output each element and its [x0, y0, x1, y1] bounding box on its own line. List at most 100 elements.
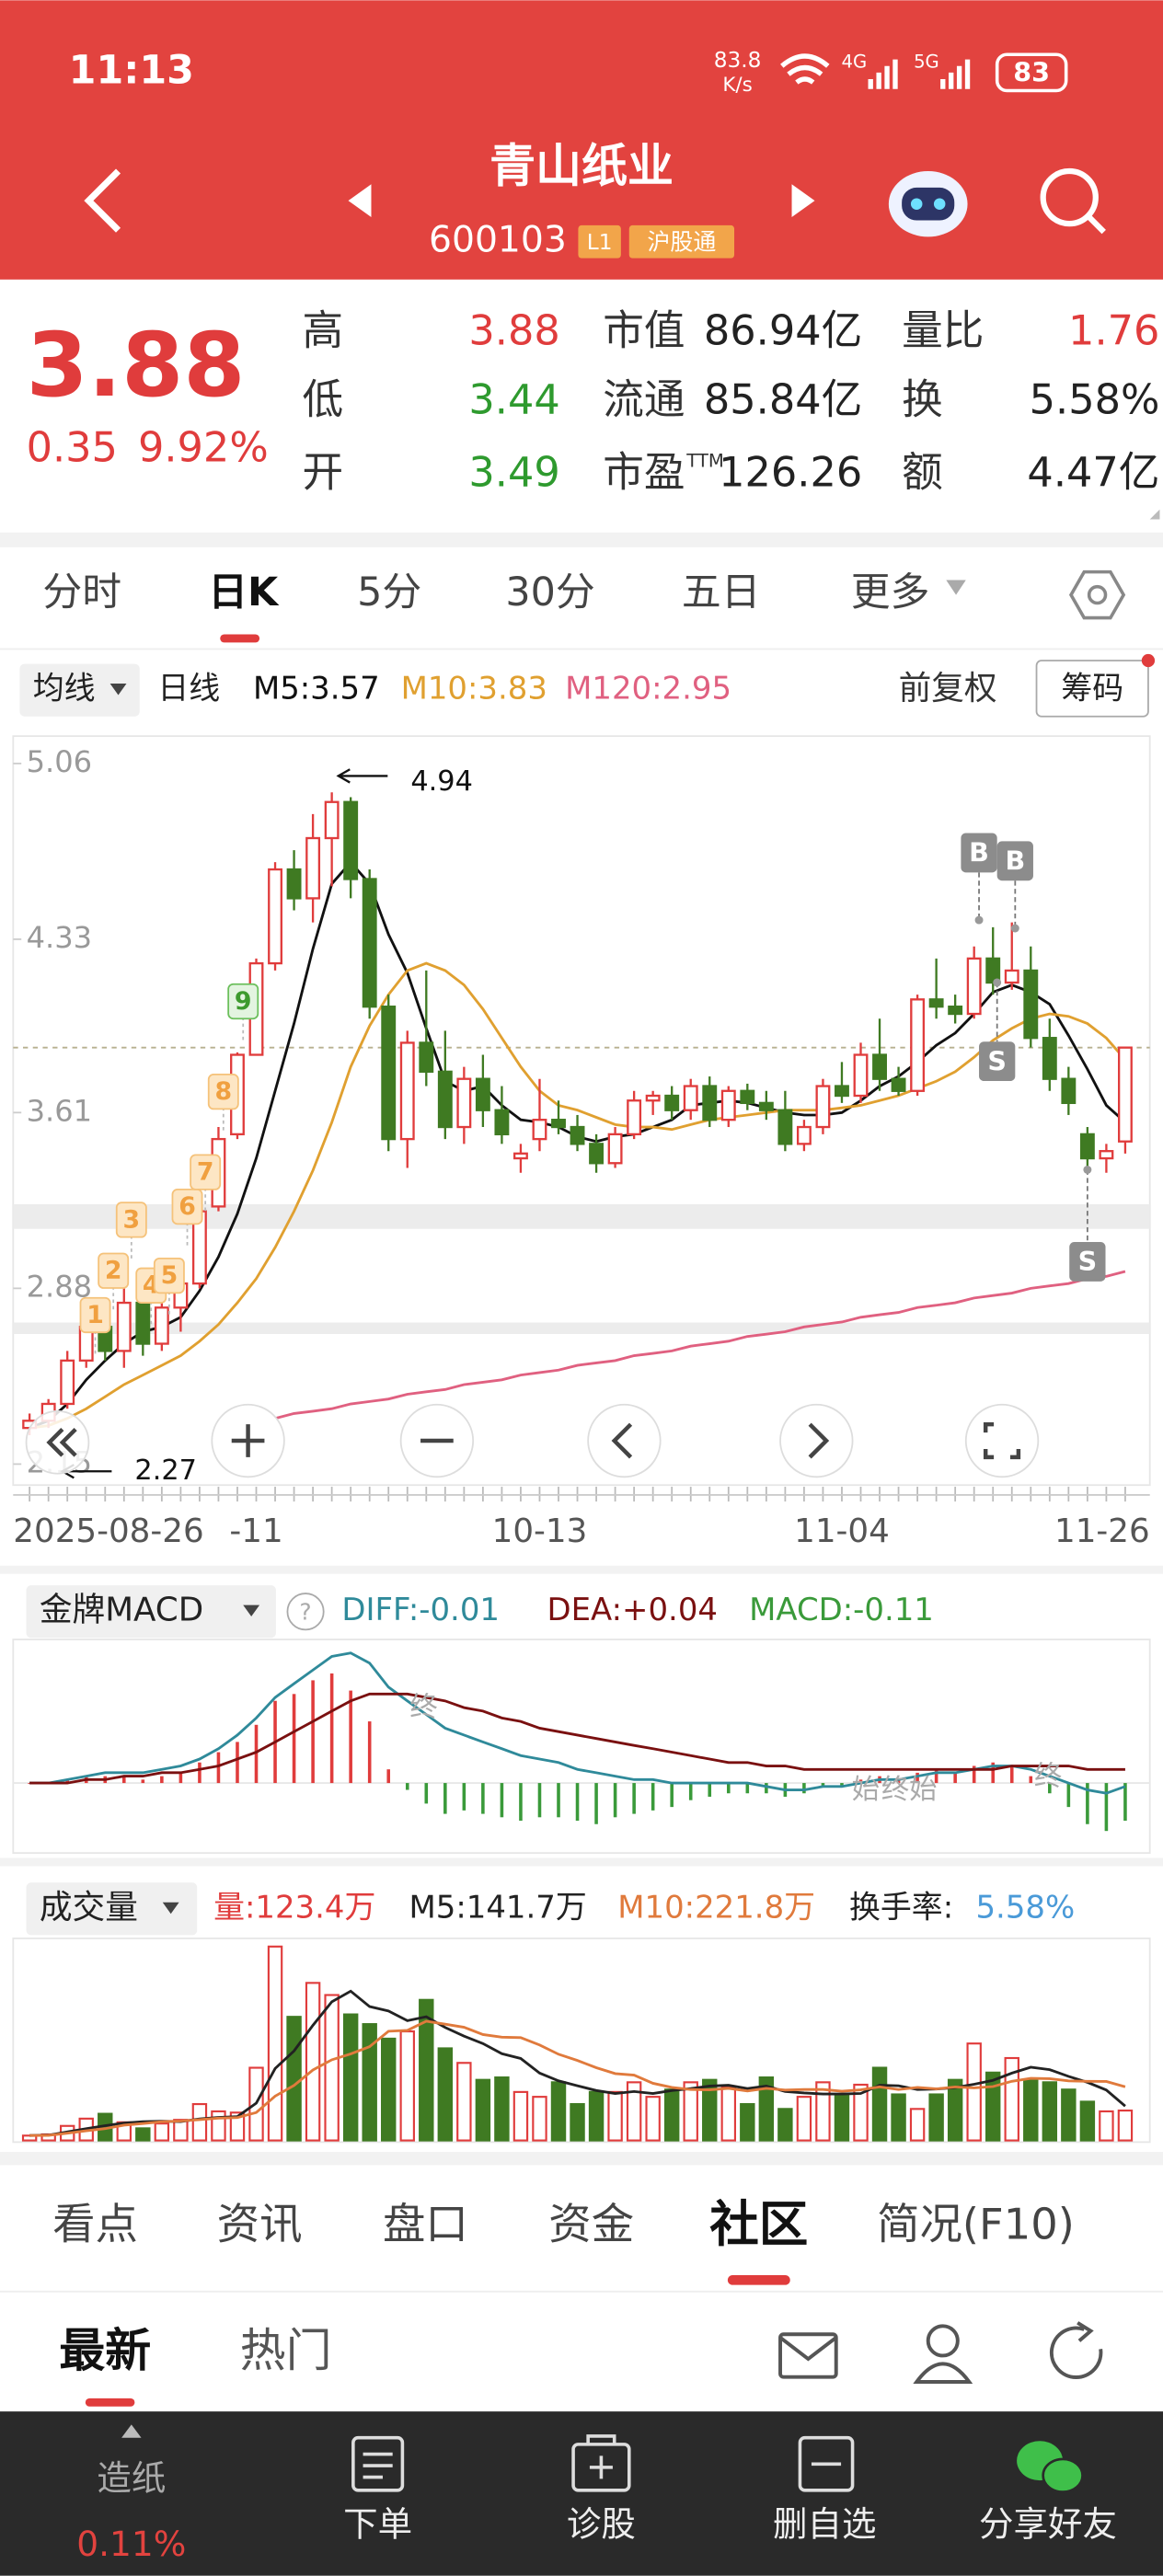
- profile-icon[interactable]: [926, 2324, 960, 2358]
- volume-bar: [815, 2081, 831, 2142]
- macd-bar: [462, 1783, 466, 1811]
- candle-body: [1042, 1037, 1057, 1080]
- badge-label: 2: [105, 1257, 122, 1285]
- macd-bar: [198, 1762, 202, 1784]
- field-label: 量比: [902, 307, 984, 355]
- back-button[interactable]: [84, 168, 121, 233]
- stock-code: 600103: [429, 219, 567, 260]
- action[interactable]: 诊股: [567, 2504, 636, 2545]
- macd-bar: [141, 1779, 145, 1784]
- collapse-button[interactable]: [25, 1410, 90, 1475]
- candle-body: [1117, 1046, 1133, 1143]
- macd-bar: [216, 1752, 221, 1784]
- chips: 筹码: [1061, 671, 1123, 707]
- pan-right[interactable]: [779, 1403, 854, 1478]
- pan-left[interactable]: [587, 1403, 662, 1478]
- macd-bar: [575, 1783, 580, 1822]
- section-tab[interactable]: 社区: [709, 2195, 808, 2253]
- candle-body: [758, 1101, 774, 1111]
- section-tab[interactable]: 资金: [548, 2200, 634, 2249]
- macd-bar: [1086, 1783, 1089, 1824]
- period-tab[interactable]: 日K: [208, 569, 280, 615]
- period-tab[interactable]: 更多: [851, 569, 930, 615]
- period-tab[interactable]: 5分: [357, 569, 421, 615]
- chart-controls: [25, 1403, 1040, 1478]
- indicator-select[interactable]: [26, 1882, 198, 1936]
- x-tick-label: 11-26: [1054, 1512, 1150, 1550]
- signal-label: B: [1005, 845, 1025, 877]
- period-tab[interactable]: 分时: [42, 569, 121, 615]
- candle-body: [324, 800, 340, 840]
- next-stock[interactable]: [791, 184, 815, 217]
- help-mark: ?: [299, 1598, 311, 1625]
- candle-body: [135, 1301, 151, 1345]
- feed-tab[interactable]: 热门: [240, 2324, 332, 2377]
- fullscreen[interactable]: [964, 1403, 1040, 1478]
- macd-bar: [727, 1783, 731, 1794]
- adjust[interactable]: 前复权: [899, 670, 997, 707]
- section-tab[interactable]: 资讯: [217, 2200, 303, 2249]
- feed-tab[interactable]: 最新: [59, 2324, 151, 2377]
- macd-bar: [934, 1769, 938, 1784]
- candle-body: [494, 1109, 510, 1136]
- action[interactable]: 删自选: [773, 2504, 876, 2545]
- message-icon-flap: [778, 2336, 837, 2362]
- chips-button[interactable]: [1035, 660, 1149, 718]
- x-tick-label: 2025-08-26: [13, 1512, 203, 1550]
- signal-icon: [868, 59, 898, 89]
- y-tick-label: 4.33: [27, 920, 93, 955]
- profile-icon-body: [913, 2362, 973, 2384]
- candle-body: [570, 1125, 585, 1145]
- macd-bar: [481, 1783, 485, 1814]
- prev-stock[interactable]: [348, 184, 372, 217]
- signal-dot: [1083, 1165, 1092, 1174]
- volume-bar: [626, 2081, 642, 2142]
- sector-change: 0.11%: [76, 2524, 186, 2564]
- badge: [98, 1252, 130, 1289]
- field-label-sup: TTM: [685, 450, 724, 471]
- assistant-icon[interactable]: [888, 170, 968, 237]
- section-tab[interactable]: 看点: [52, 2200, 138, 2249]
- action[interactable]: 下单: [343, 2504, 412, 2545]
- indicator-select[interactable]: [26, 1585, 276, 1639]
- candle-body: [154, 1306, 169, 1345]
- volume-bar: [588, 2090, 605, 2142]
- volume-bar: [1117, 2109, 1134, 2142]
- ma-select[interactable]: [19, 663, 140, 717]
- action[interactable]: 分享好友: [979, 2504, 1117, 2545]
- macd-bar: [745, 1783, 750, 1794]
- sector[interactable]: 造纸: [97, 2458, 166, 2499]
- macd-bar: [1123, 1783, 1127, 1822]
- section-tab[interactable]: 简况(F10): [877, 2200, 1075, 2249]
- clock: 11:13: [69, 47, 194, 93]
- candle-body: [645, 1094, 661, 1102]
- refresh-icon[interactable]: [1049, 2321, 1103, 2379]
- message-icon[interactable]: [778, 2332, 838, 2379]
- candle-body: [1079, 1133, 1095, 1160]
- tab-underline: [220, 634, 260, 643]
- section-tab[interactable]: 盘口: [383, 2200, 468, 2249]
- period-tab[interactable]: 30分: [505, 569, 594, 615]
- candle-body: [116, 1301, 132, 1352]
- help-icon[interactable]: [286, 1593, 325, 1631]
- net-speed: 83.8: [714, 48, 762, 73]
- candle-body: [683, 1085, 698, 1111]
- settings-icon[interactable]: [1068, 569, 1126, 620]
- price: 3.88: [27, 314, 246, 417]
- volume-bar: [475, 2078, 491, 2142]
- macd-bar: [236, 1742, 239, 1784]
- more-arrow: [946, 580, 966, 595]
- badge: [79, 1296, 111, 1334]
- macd-bar: [896, 1779, 901, 1784]
- search-icon[interactable]: [1040, 167, 1099, 227]
- tab-underline: [85, 2398, 135, 2407]
- volume-bar: [286, 2016, 302, 2142]
- candle-body: [720, 1089, 736, 1121]
- order-icon: [351, 2435, 405, 2492]
- candle-body: [796, 1125, 812, 1145]
- legend-entry: DIFF:-0.01: [341, 1592, 500, 1627]
- period-tab[interactable]: 五日: [682, 569, 761, 615]
- volume-bar: [1042, 2081, 1058, 2142]
